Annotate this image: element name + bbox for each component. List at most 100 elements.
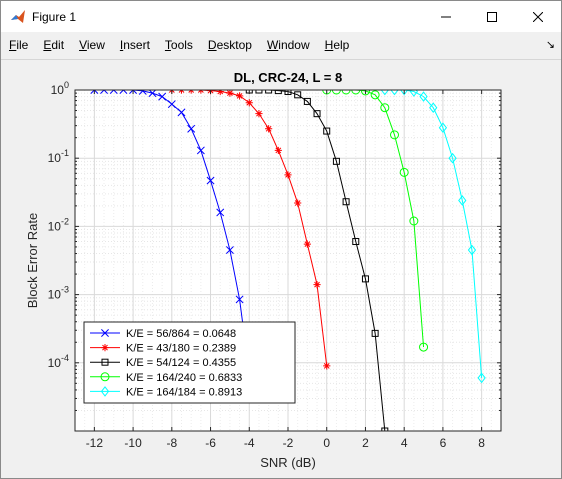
- x-tick-label: 4: [401, 436, 408, 450]
- series-3-marker: [313, 110, 321, 118]
- series-1-marker: [235, 295, 244, 304]
- x-tick-label: -2: [283, 436, 294, 450]
- legend: K/E = 56/864 = 0.0648 K/E = 43/180 = 0.23…: [83, 321, 296, 404]
- menu-file[interactable]: File: [1, 38, 35, 52]
- menu-help-label: elp: [333, 38, 350, 52]
- ber-chart[interactable]: -12 -10 -8 -6 -4 -2 0 2 4 6 8 100 10-1 10-2 10-3 10-4 DL…: [1, 60, 561, 478]
- series-3-marker: [381, 427, 389, 431]
- series-5-marker: [458, 195, 467, 206]
- minimize-button[interactable]: [423, 1, 469, 32]
- series-4-marker: [390, 130, 399, 140]
- series-2-marker: [313, 281, 321, 289]
- legend-4-marker: [100, 372, 110, 382]
- series-1-marker: [196, 146, 205, 155]
- series-5-marker: [380, 90, 389, 96]
- menu-tools[interactable]: Tools: [157, 38, 200, 52]
- menu-edit-mnemonic: E: [43, 38, 52, 52]
- menu-insert-mnemonic: I: [119, 38, 124, 52]
- y-tick-label: 10-3: [48, 285, 69, 302]
- series-1-marker: [158, 92, 167, 101]
- window-title: Figure 1: [32, 9, 77, 24]
- title-bar[interactable]: Figure 1: [1, 1, 561, 32]
- series-1-marker: [119, 90, 128, 94]
- menu-tools-mnemonic: T: [164, 38, 171, 52]
- series-5-marker: [467, 244, 477, 256]
- series-3-marker: [352, 238, 360, 246]
- series-2-marker: [323, 362, 331, 370]
- series-3-marker: [342, 198, 350, 206]
- x-tick-label: -10: [124, 436, 142, 450]
- menu-help[interactable]: Help: [317, 38, 357, 52]
- series-1-marker: [148, 90, 157, 98]
- series-5-marker: [448, 152, 457, 164]
- legend-2-marker: [101, 344, 109, 352]
- series-2-marker: [235, 92, 244, 100]
- menu-insert[interactable]: Insert: [112, 38, 157, 52]
- series-3-marker: [255, 90, 263, 94]
- series-4-marker: [331, 90, 341, 95]
- menu-tools-label: ools: [170, 38, 193, 52]
- dock-arrow-icon[interactable]: ↘: [545, 39, 555, 51]
- menu-view[interactable]: View: [71, 38, 112, 52]
- maximize-button[interactable]: [469, 1, 515, 32]
- series-3-marker: [294, 91, 302, 99]
- series-1-marker: [187, 124, 196, 133]
- series-1-marker: [225, 246, 234, 255]
- menu-edit-label: dit: [51, 38, 65, 52]
- menu-view-label: iew: [86, 38, 105, 52]
- legend-entry: K/E = 43/180 = 0.2389: [126, 343, 236, 355]
- menu-window-label: indow: [278, 38, 310, 52]
- close-button[interactable]: [515, 1, 561, 32]
- x-tick-label: -8: [166, 436, 177, 450]
- x-tick-label: -6: [205, 436, 216, 450]
- series-2-marker: [245, 99, 253, 107]
- series-4-marker: [419, 342, 429, 352]
- series-3-marker: [265, 90, 273, 94]
- legend-5-marker: [100, 386, 110, 397]
- menu-help-mnemonic: H: [324, 38, 334, 52]
- figure-canvas: -12 -10 -8 -6 -4 -2 0 2 4 6 8 100 10-1 10-2 10-3 10-4 DL…: [1, 60, 561, 478]
- y-tick-label: 10-2: [48, 216, 69, 233]
- menu-file-label: ile: [16, 38, 29, 52]
- series-3-marker: [371, 329, 379, 337]
- series-3-marker: [332, 157, 340, 165]
- series-5-marker: [419, 91, 428, 102]
- series-2-marker: [216, 90, 224, 96]
- series-5-marker: [477, 372, 486, 384]
- menu-edit[interactable]: Edit: [35, 38, 71, 52]
- series-3-marker: [284, 90, 292, 96]
- series-2-marker: [303, 240, 311, 248]
- menu-window[interactable]: Window: [259, 38, 317, 52]
- minimize-icon: [441, 16, 451, 17]
- series-4-marker: [351, 90, 361, 95]
- series-5-marker: [400, 90, 409, 96]
- menu-desktop-label: esktop: [216, 38, 252, 52]
- chart-title: DL, CRC-24, L = 8: [234, 70, 342, 85]
- menu-view-mnemonic: V: [79, 38, 87, 52]
- series-1-marker: [167, 100, 176, 109]
- series-3-marker: [274, 90, 282, 95]
- series-1-marker: [109, 90, 118, 94]
- window-controls: [423, 1, 561, 32]
- x-tick-label: -4: [244, 436, 255, 450]
- menu-separator: [1, 59, 561, 60]
- y-tick-label: 10-4: [48, 353, 69, 370]
- x-tick-label: -12: [86, 436, 104, 450]
- legend-entry: K/E = 54/124 = 0.4355: [126, 357, 236, 369]
- series-4-marker: [399, 167, 409, 177]
- legend-3-marker: [101, 358, 109, 366]
- legend-1-marker: [101, 329, 109, 337]
- series-1-marker: [138, 90, 147, 95]
- series-1-marker: [206, 176, 215, 185]
- menu-desktop[interactable]: Desktop: [200, 38, 259, 52]
- series-5-line: [384, 90, 483, 378]
- legend-entry: K/E = 164/184 = 0.8913: [126, 386, 242, 398]
- series-3-marker: [303, 97, 311, 105]
- x-tick-label: 2: [362, 436, 369, 450]
- menu-desktop-mnemonic: D: [207, 38, 217, 52]
- legend-entry: K/E = 164/240 = 0.6833: [126, 372, 242, 384]
- series-1-marker: [90, 90, 99, 94]
- series-4-line: [326, 90, 425, 348]
- series-1-marker: [100, 90, 108, 94]
- series-5: [380, 90, 486, 384]
